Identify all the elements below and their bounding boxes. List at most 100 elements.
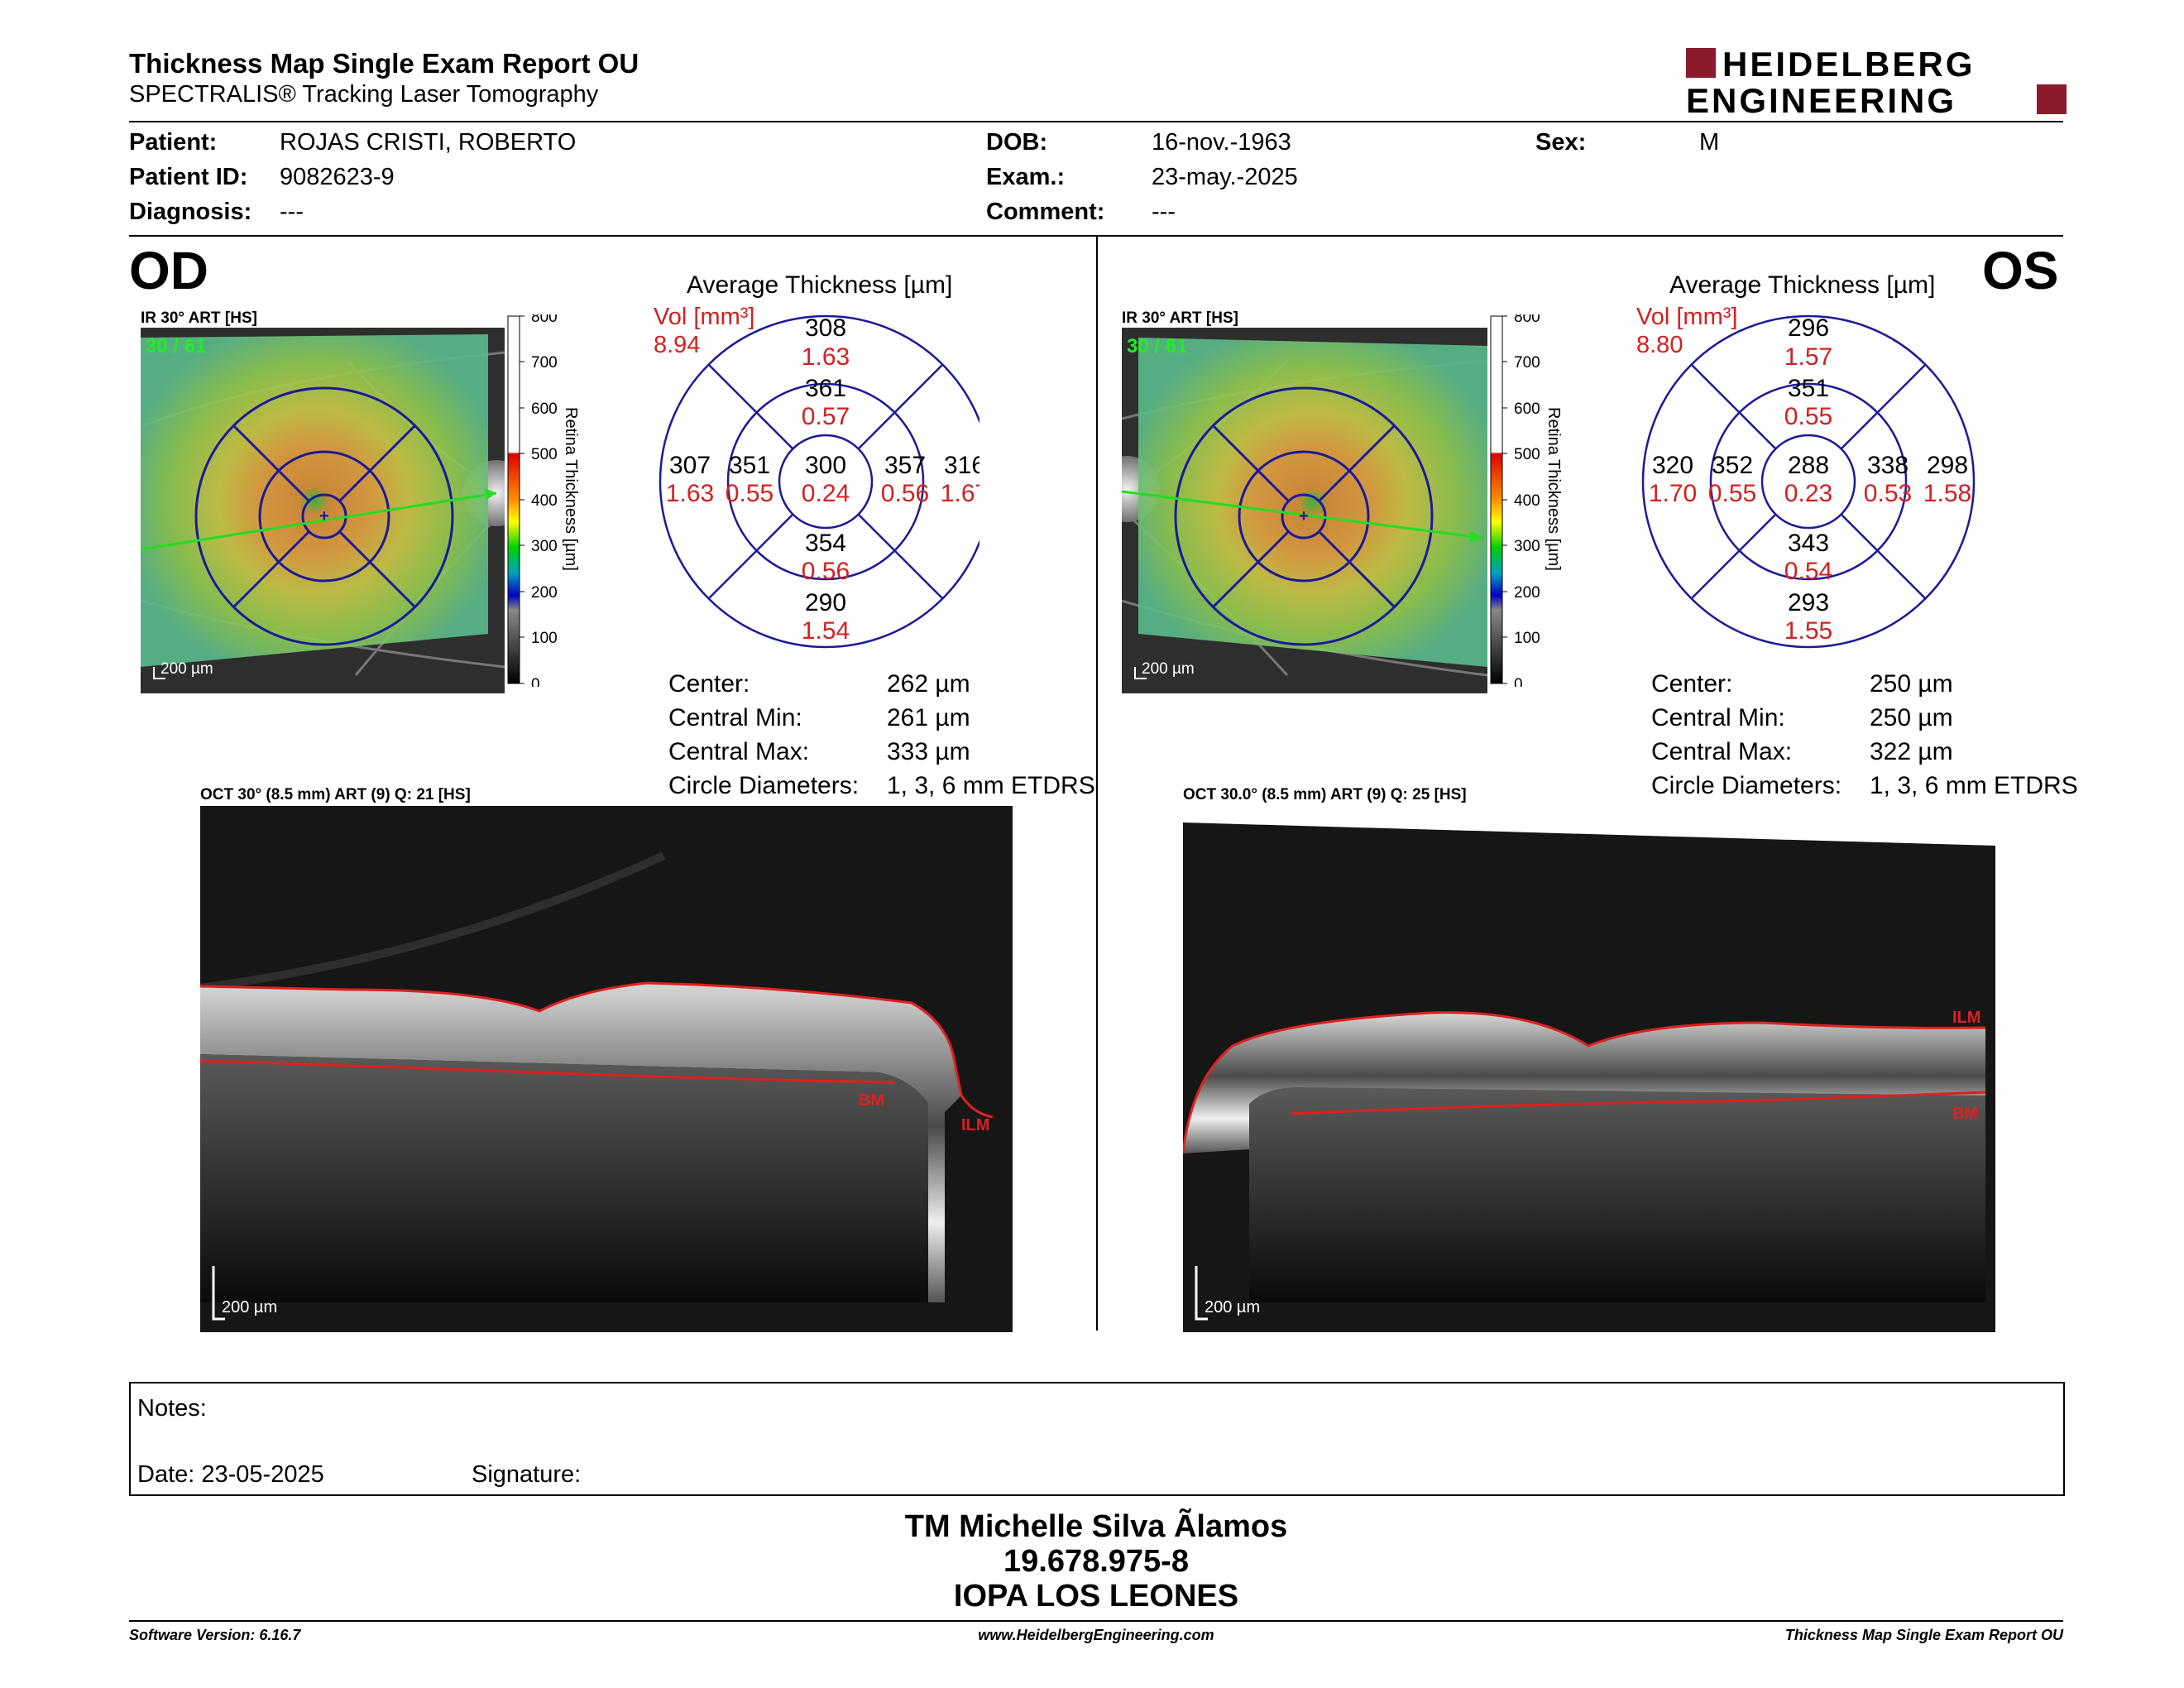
od-ilm-label: ILM bbox=[961, 1116, 989, 1134]
od-oct-label: OCT 30° (8.5 mm) ART (9) Q: 21 [HS] bbox=[200, 786, 471, 803]
od-bm-label: BM bbox=[859, 1091, 884, 1110]
svg-text:800: 800 bbox=[1514, 314, 1540, 326]
os-central-min-value: 250 µm bbox=[1870, 704, 1953, 731]
signatory-id: 19.678.975-8 bbox=[1003, 1544, 1189, 1579]
svg-text:100: 100 bbox=[1514, 630, 1540, 647]
od-colorbar-title: Retina Thickness [µm] bbox=[562, 407, 580, 571]
os-ilm-label: ILM bbox=[1952, 1009, 1980, 1027]
svg-text:+: + bbox=[319, 507, 329, 525]
od-circle-diam-value: 1, 3, 6 mm ETDRS bbox=[887, 772, 1095, 799]
svg-text:700: 700 bbox=[1514, 354, 1540, 372]
svg-text:0: 0 bbox=[531, 676, 540, 687]
od-oct-scale: 200 µm bbox=[222, 1298, 277, 1316]
od-vol-label: Vol [mm³] bbox=[654, 305, 754, 330]
svg-text:0.56: 0.56 bbox=[881, 480, 929, 507]
svg-text:700: 700 bbox=[531, 354, 558, 372]
os-etdrs-chart: Vol [mm³] 8.80 296 1.57 351 0.55 320 1.7… bbox=[1631, 304, 1987, 652]
od-avg-thickness-title: Average Thickness [µm] bbox=[687, 271, 953, 299]
os-outer-temp: 320 bbox=[1652, 452, 1693, 479]
svg-text:500: 500 bbox=[1514, 446, 1540, 463]
os-inner-nasal: 338 bbox=[1867, 452, 1909, 479]
notes-date: Date: 23-05-2025 bbox=[137, 1461, 324, 1488]
od-outer-inf: 290 bbox=[805, 589, 846, 616]
os-oct-label: OCT 30.0° (8.5 mm) ART (9) Q: 25 [HS] bbox=[1183, 786, 1467, 803]
comment-label: Comment: bbox=[986, 199, 1105, 225]
report-subtitle: SPECTRALIS® Tracking Laser Tomography bbox=[129, 81, 599, 108]
od-inner-temp: 351 bbox=[729, 452, 770, 479]
os-inner-sup: 351 bbox=[1788, 375, 1829, 402]
exam-value: 23-may.-2025 bbox=[1152, 164, 1298, 190]
svg-text:300: 300 bbox=[1514, 538, 1540, 555]
svg-text:0: 0 bbox=[1514, 676, 1523, 687]
od-center-value: 262 µm bbox=[887, 670, 970, 698]
os-avg-thickness-title: Average Thickness [µm] bbox=[1669, 271, 1936, 299]
od-outer-temp: 307 bbox=[669, 452, 711, 479]
od-vol-value: 8.94 bbox=[654, 332, 700, 358]
os-vol-value: 8.80 bbox=[1636, 332, 1683, 358]
od-etdrs-chart: Vol [mm³] 8.94 308 1.63 361 0.57 307 1.6… bbox=[649, 304, 993, 652]
svg-text:0.56: 0.56 bbox=[802, 558, 850, 585]
od-inner-nasal: 357 bbox=[884, 452, 926, 479]
svg-text:0.55: 0.55 bbox=[1784, 403, 1832, 430]
od-central-min-label: Central Min: bbox=[668, 704, 802, 731]
svg-text:600: 600 bbox=[531, 400, 558, 418]
od-central-max-value: 333 µm bbox=[887, 738, 970, 765]
svg-text:1.63: 1.63 bbox=[666, 480, 714, 507]
os-colorbar-title: Retina Thickness [µm] bbox=[1545, 407, 1563, 571]
svg-text:1.54: 1.54 bbox=[802, 617, 850, 645]
notes-box: Notes: Date: 23-05-2025 Signature: bbox=[129, 1382, 2065, 1496]
notes-label: Notes: bbox=[137, 1395, 207, 1422]
od-fundus-scale: 200 µm bbox=[160, 660, 213, 678]
os-outer-inf: 293 bbox=[1788, 589, 1829, 616]
svg-text:1.63: 1.63 bbox=[802, 343, 850, 371]
os-oct-bscan: ILM BM 200 µm bbox=[1183, 806, 1995, 1332]
od-eye-label: OD bbox=[129, 241, 208, 300]
svg-text:200: 200 bbox=[1514, 584, 1540, 602]
logo-line1: HEIDELBERG bbox=[1722, 46, 1975, 84]
svg-text:1.58: 1.58 bbox=[1923, 480, 1971, 507]
os-circle-diam-label: Circle Diameters: bbox=[1651, 772, 1842, 799]
svg-text:0.57: 0.57 bbox=[802, 403, 850, 430]
os-vol-label: Vol [mm³] bbox=[1636, 305, 1737, 330]
svg-text:800: 800 bbox=[531, 314, 558, 326]
svg-text:+: + bbox=[1299, 507, 1309, 525]
os-ir-label: IR 30° ART [HS] bbox=[1122, 309, 1238, 327]
svg-text:200: 200 bbox=[531, 584, 558, 602]
os-oct-scale: 200 µm bbox=[1205, 1298, 1260, 1316]
patient-label: Patient: bbox=[129, 129, 218, 156]
svg-text:400: 400 bbox=[531, 492, 558, 510]
od-ir-label: IR 30° ART [HS] bbox=[141, 309, 257, 327]
od-inner-sup: 361 bbox=[805, 375, 846, 402]
os-inner-temp: 352 bbox=[1712, 452, 1753, 479]
svg-text:500: 500 bbox=[531, 446, 558, 463]
od-oct-bscan: BM ILM 200 µm bbox=[200, 806, 1013, 1332]
od-center: 300 bbox=[805, 452, 846, 479]
os-center: 288 bbox=[1788, 452, 1829, 479]
sex-value: M bbox=[1699, 129, 1720, 156]
svg-text:0.55: 0.55 bbox=[726, 480, 774, 507]
patient-id-label: Patient ID: bbox=[129, 164, 248, 190]
svg-text:1.57: 1.57 bbox=[1784, 343, 1832, 371]
signature-label: Signature: bbox=[472, 1461, 582, 1488]
svg-text:0.55: 0.55 bbox=[1708, 480, 1756, 507]
od-frame-count: 30 / 61 bbox=[146, 335, 206, 357]
os-fundus-scale: 200 µm bbox=[1142, 660, 1195, 678]
dob-label: DOB: bbox=[986, 129, 1048, 156]
diagnosis-value: --- bbox=[280, 199, 304, 225]
os-fundus-thickness-map: + 30 / 61 200 µm bbox=[1122, 328, 1487, 693]
svg-text:1.55: 1.55 bbox=[1784, 617, 1832, 645]
svg-text:0.54: 0.54 bbox=[1784, 558, 1832, 585]
od-colorbar: 800 700 600 500 400 300 200 100 0 Retina… bbox=[506, 309, 581, 693]
os-frame-count: 30 / 61 bbox=[1127, 335, 1187, 357]
signatory-org: IOPA LOS LEONES bbox=[953, 1579, 1239, 1614]
sex-label: Sex: bbox=[1535, 129, 1587, 156]
report-title: Thickness Map Single Exam Report OU bbox=[129, 48, 639, 79]
os-central-min-label: Central Min: bbox=[1651, 704, 1785, 731]
os-outer-sup: 296 bbox=[1788, 314, 1829, 342]
exam-label: Exam.: bbox=[986, 164, 1066, 190]
svg-text:100: 100 bbox=[531, 630, 558, 647]
svg-text:0.23: 0.23 bbox=[1784, 480, 1832, 507]
svg-text:400: 400 bbox=[1514, 492, 1540, 510]
patient-name: ROJAS CRISTI, ROBERTO bbox=[280, 129, 577, 156]
os-bm-label: BM bbox=[1952, 1105, 1978, 1123]
